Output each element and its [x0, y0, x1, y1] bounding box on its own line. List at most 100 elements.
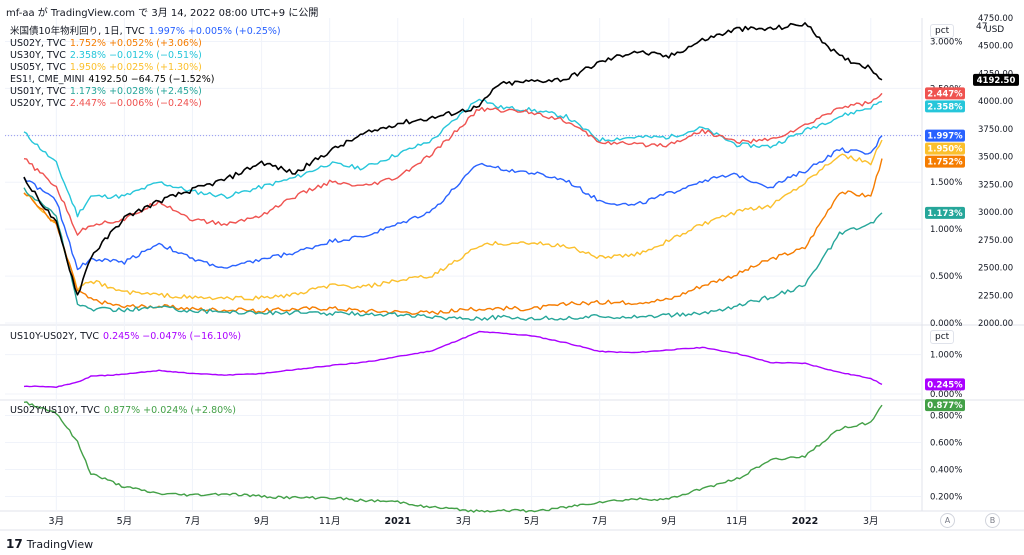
top-tick-cut: 47: [976, 22, 988, 32]
legend-change-pct: (+3.06%): [156, 38, 202, 49]
corner-button-b[interactable]: B: [985, 513, 1000, 528]
x-tick-label: 3月: [49, 516, 65, 527]
price-tag-us10y: [925, 129, 965, 142]
price-tag-us01y: [925, 206, 965, 219]
legend-value: 1.173%: [69, 86, 107, 97]
series-line-us30y: [23, 98, 883, 218]
legend-change-pct: (+2.45%): [156, 86, 202, 97]
legend-value: 1.752%: [69, 38, 107, 49]
legend-value: 0.245%: [103, 331, 140, 342]
series-line-us01y: [23, 187, 883, 321]
x-tick-label: 3月: [863, 516, 879, 527]
main-right-tick-label: 4500.00: [978, 42, 1013, 52]
usd-label[interactable]: USD: [985, 25, 1005, 35]
x-tick-label: 7月: [185, 516, 201, 527]
legend-value: 2.447%: [69, 98, 107, 109]
legend-value: 0.877%: [103, 405, 141, 416]
x-tick-label: 11月: [726, 516, 748, 527]
x-tick-label: 2022: [792, 516, 818, 527]
legend-series-name: US05Y, TVC: [10, 62, 66, 73]
legend-series-name: US30Y, TVC: [10, 50, 66, 61]
legend-change-pct: (+1.30%): [156, 62, 202, 73]
series-line-spread: [23, 330, 883, 388]
main-left-tick-label: 1.000%: [930, 225, 962, 235]
legend-series-name: US02Y, TVC: [10, 38, 66, 49]
ratio-tick-label: 0.400%: [930, 466, 962, 476]
legend-change: −0.006%: [109, 98, 154, 109]
legend-value: 1.950%: [69, 62, 107, 73]
main-legend-row[interactable]: US02Y, TVC 1.752% +0.052% (+3.06%): [10, 38, 205, 50]
series-line-us10y: [23, 135, 883, 271]
main-legend-row[interactable]: 米国債10年物利回り, 1日, TVC 1.997% +0.005% (+0.25%): [10, 26, 284, 38]
ratio-tick-label: 0.200%: [930, 493, 962, 503]
x-tick-label: 5月: [117, 516, 133, 527]
price-tag-es: [973, 73, 1019, 86]
legend-series-name: US01Y, TVC: [10, 86, 66, 97]
legend-change-pct: (−1.52%): [168, 74, 215, 85]
main-legend-row[interactable]: US01Y, TVC 1.173% +0.028% (+2.45%): [10, 86, 205, 98]
price-tag-spread: [925, 378, 965, 391]
ratio-tick-label: 0.600%: [930, 439, 962, 449]
main-right-tick-label: 2500.00: [978, 264, 1013, 274]
legend-change-pct: (−16.10%): [189, 331, 242, 342]
price-tag-ratio: [925, 399, 965, 412]
series-line-us05y: [23, 139, 883, 301]
legend-change-pct: (+0.25%): [235, 26, 281, 37]
x-tick-label: 2021: [385, 516, 411, 527]
brand-name: TradingView: [26, 538, 94, 551]
main-legend-row[interactable]: ES1!, CME_MINI 4192.50 −64.75 (−1.52%): [10, 74, 217, 86]
series-line-es: [23, 22, 883, 296]
spread-legend-row[interactable]: US10Y-US02Y, TVC 0.245% −0.047% (−16.10%): [10, 331, 244, 343]
ratio-legend-row[interactable]: US02Y/US10Y, TVC 0.877% +0.024% (+2.80%): [10, 405, 239, 417]
main-left-tick-label: 0.000%: [930, 319, 962, 329]
price-tag-spread-label: 0.245%: [927, 380, 963, 390]
spread-tick-label: 0.000%: [930, 390, 962, 400]
main-legend-row[interactable]: US30Y, TVC 2.358% −0.012% (−0.51%): [10, 50, 205, 62]
series-line-us02y: [23, 158, 883, 315]
price-tag-us05y-label: 1.950%: [927, 145, 963, 155]
tradingview-brand[interactable]: 17 TradingView: [6, 537, 93, 551]
main-legend-row[interactable]: US20Y, TVC 2.447% −0.006% (−0.24%): [10, 98, 205, 110]
main-right-tick-label: 3500.00: [978, 153, 1013, 163]
main-right-tick-label: 2250.00: [978, 291, 1013, 301]
main-right-tick-label: 2000.00: [978, 319, 1013, 329]
legend-change: +0.024%: [143, 405, 188, 416]
x-tick-label: 9月: [661, 516, 677, 527]
price-tag-us20y-label: 2.447%: [927, 89, 963, 99]
corner-button-a[interactable]: A: [940, 513, 955, 528]
unit-label-spread[interactable]: pct: [930, 330, 955, 344]
unit-label-main[interactable]: pct: [930, 24, 955, 38]
legend-change: +0.025%: [109, 62, 154, 73]
main-left-tick-label: 0.500%: [930, 272, 962, 282]
main-legend-row[interactable]: US05Y, TVC 1.950% +0.025% (+1.30%): [10, 62, 205, 74]
legend-change-pct: (−0.24%): [156, 98, 202, 109]
legend-series-name: US20Y, TVC: [10, 98, 66, 109]
price-tag-us05y: [925, 142, 965, 155]
publish-header: mf-aa が TradingView.com で 3月 14, 2022 08…: [6, 8, 319, 19]
price-tag-us02y-label: 1.752%: [927, 158, 963, 168]
legend-value: 4192.50: [88, 74, 128, 85]
main-right-tick-label: 3000.00: [978, 208, 1013, 218]
price-tag-us10y-label: 1.997%: [927, 132, 963, 142]
x-tick-label: 11月: [319, 516, 341, 527]
main-right-tick-label: 2750.00: [978, 236, 1013, 246]
main-left-tick-label: 1.500%: [930, 178, 962, 188]
spread-tick-label: 1.000%: [930, 351, 962, 361]
main-right-tick-label: 3750.00: [978, 125, 1013, 135]
ratio-tick-label: 0.800%: [930, 412, 962, 422]
legend-change-pct: (−0.51%): [156, 50, 202, 61]
legend-change: +0.052%: [109, 38, 154, 49]
price-tag-us30y: [925, 100, 965, 113]
legend-change: −64.75: [130, 74, 166, 85]
main-right-tick-label: 3250.00: [978, 180, 1013, 190]
series-line-us20y: [23, 92, 883, 236]
legend-value: 1.997%: [148, 26, 185, 37]
legend-change: +0.028%: [109, 86, 154, 97]
series-line-ratio: [23, 401, 883, 513]
legend-series-name: 米国債10年物利回り, 1日, TVC: [10, 26, 145, 37]
legend-change: −0.047%: [142, 331, 187, 342]
price-tag-es-label: 4192.50: [977, 76, 1016, 86]
